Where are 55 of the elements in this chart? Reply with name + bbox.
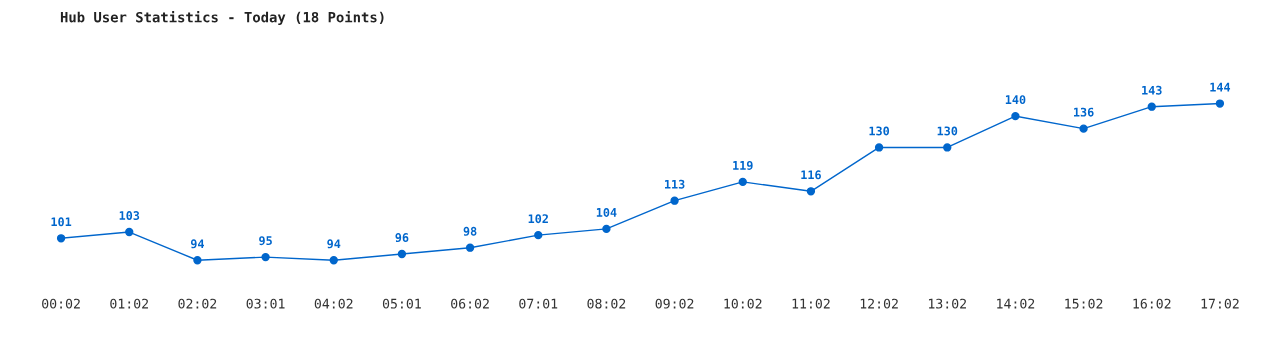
x-tick-label: 04:02: [314, 298, 353, 309]
x-tick-label: 08:02: [587, 298, 626, 309]
data-label: 96: [395, 233, 409, 243]
x-tick-label: 12:02: [860, 298, 898, 309]
data-label: 101: [51, 217, 72, 227]
data-label: 104: [596, 207, 617, 217]
x-tick-label: 11:02: [792, 298, 830, 309]
data-label: 94: [327, 239, 341, 249]
point: [806, 187, 816, 196]
point: [261, 252, 270, 262]
point: [874, 143, 884, 152]
x-tick-label: 05:01: [382, 298, 421, 309]
point: [329, 256, 338, 265]
point: [125, 227, 134, 237]
chart-title: Hub User Statistics - Today (18 Points): [60, 10, 384, 26]
x-tick-label: 01:02: [110, 298, 148, 309]
x-tick-label: 09:02: [655, 298, 694, 309]
point: [943, 143, 952, 152]
x-tick-label: 06:02: [451, 298, 489, 309]
data-label: 95: [259, 236, 272, 246]
data-label: 144: [1210, 82, 1231, 92]
data-label: 103: [119, 211, 140, 221]
data-label: 130: [869, 126, 890, 136]
point: [465, 243, 475, 252]
point: [1147, 102, 1156, 111]
point: [670, 196, 679, 205]
point: [1215, 99, 1225, 108]
x-tick-label: 10:02: [724, 298, 762, 309]
point: [397, 249, 407, 259]
x-tick-label: 03:01: [246, 298, 285, 309]
x-tick-label: 02:02: [178, 298, 217, 309]
x-tick-label: 07:01: [519, 298, 558, 309]
data-label: 140: [1005, 95, 1026, 105]
x-tick-label: 13:02: [928, 298, 966, 309]
data-label: 143: [1142, 85, 1162, 95]
data-label: 113: [665, 179, 685, 189]
x-tick-label: 17:02: [1201, 298, 1239, 309]
data-label: 116: [801, 170, 821, 180]
point: [602, 224, 611, 234]
data-label: 119: [733, 161, 753, 170]
x-tick-label: 14:02: [997, 298, 1035, 309]
point: [56, 234, 66, 243]
x-tick-label: 00:02: [42, 298, 80, 309]
point: [534, 230, 543, 240]
x-tick-label: 16:02: [1133, 298, 1171, 309]
point: [1079, 124, 1088, 133]
data-label: 130: [937, 126, 958, 136]
point: [193, 256, 202, 265]
x-tick-label: 15:02: [1065, 298, 1103, 309]
point: [738, 177, 747, 187]
data-label: 94: [190, 239, 204, 249]
data-label: 102: [528, 214, 548, 224]
data-label: 98: [463, 226, 477, 236]
data-label: 136: [1074, 107, 1094, 117]
point: [1011, 111, 1020, 121]
